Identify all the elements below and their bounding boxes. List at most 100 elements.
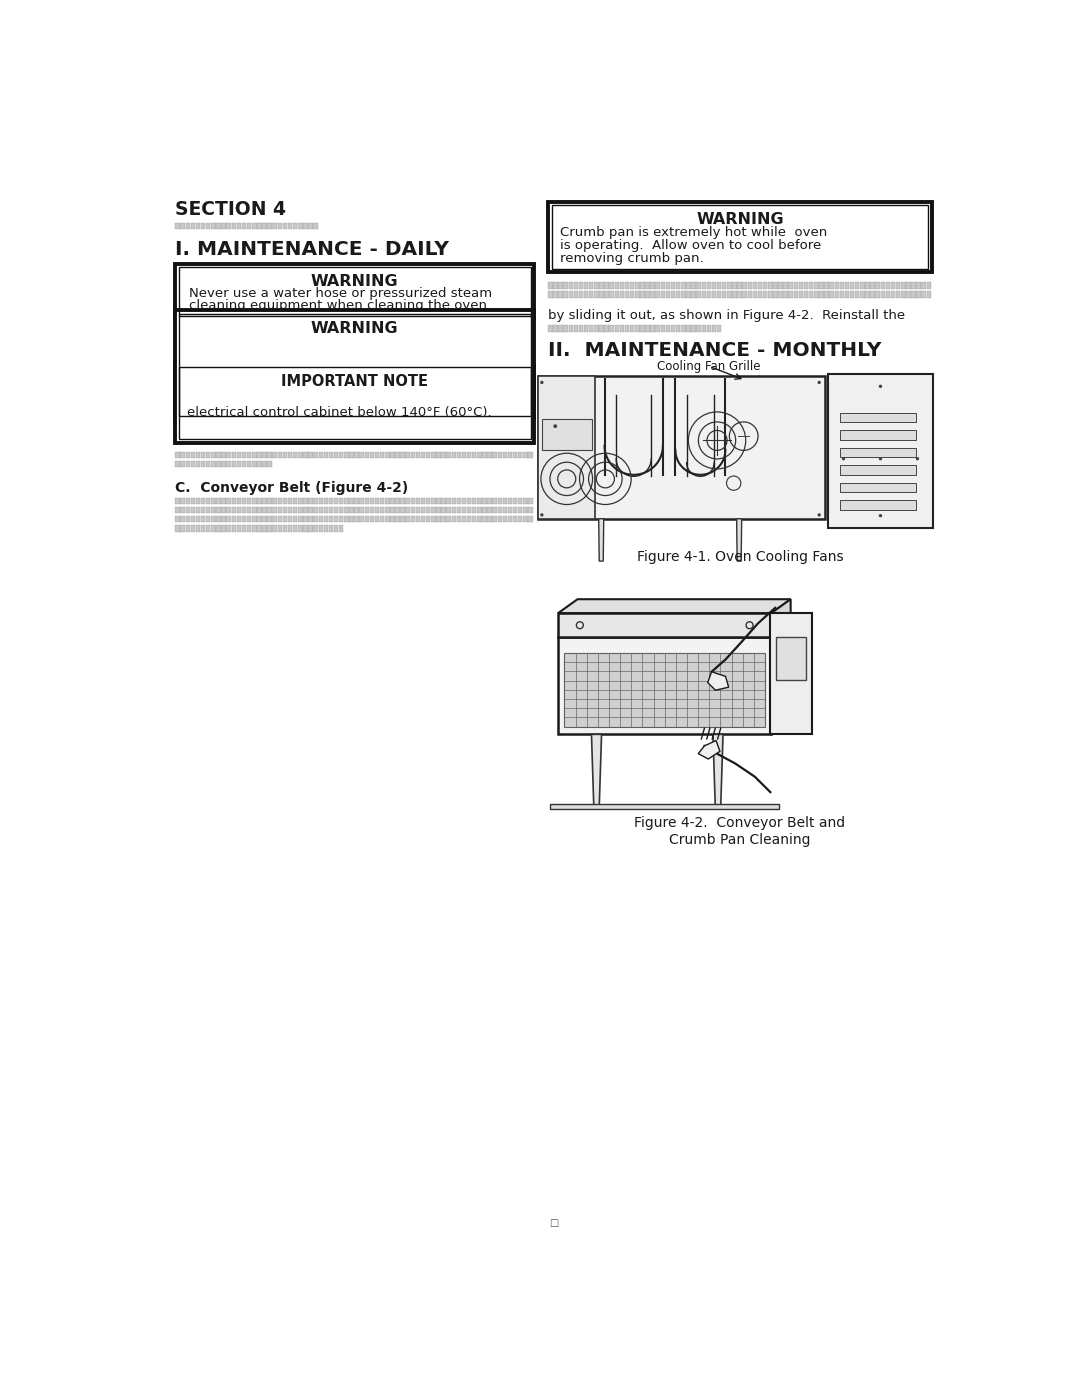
Bar bbox=[217, 345, 222, 352]
Bar bbox=[258, 397, 264, 402]
Bar bbox=[472, 497, 476, 504]
Bar bbox=[247, 497, 252, 504]
Bar bbox=[392, 418, 396, 425]
Bar bbox=[252, 525, 257, 531]
Bar bbox=[697, 292, 701, 298]
Bar bbox=[254, 418, 258, 425]
Bar bbox=[431, 507, 435, 513]
Bar bbox=[366, 387, 370, 394]
Bar bbox=[794, 292, 798, 298]
Bar bbox=[349, 497, 354, 504]
Bar bbox=[411, 334, 417, 339]
Bar bbox=[283, 224, 287, 229]
Bar bbox=[213, 370, 217, 376]
Bar bbox=[656, 292, 660, 298]
Bar bbox=[717, 282, 721, 289]
Bar bbox=[242, 352, 246, 358]
Bar bbox=[186, 394, 190, 400]
Bar bbox=[514, 397, 518, 402]
Bar bbox=[502, 451, 508, 458]
Bar bbox=[482, 497, 487, 504]
Bar bbox=[191, 224, 195, 229]
Bar bbox=[753, 282, 757, 289]
Bar bbox=[319, 394, 323, 400]
Bar bbox=[269, 407, 273, 412]
Bar bbox=[405, 515, 410, 522]
Bar bbox=[192, 397, 197, 402]
Bar bbox=[498, 451, 502, 458]
Bar bbox=[518, 352, 523, 358]
Bar bbox=[360, 451, 364, 458]
Bar bbox=[732, 282, 737, 289]
Bar bbox=[401, 515, 405, 522]
Bar bbox=[492, 394, 497, 400]
Bar bbox=[410, 507, 415, 513]
Bar bbox=[346, 407, 350, 412]
Bar bbox=[396, 345, 401, 352]
Bar bbox=[268, 515, 272, 522]
Bar bbox=[252, 370, 257, 376]
Bar bbox=[384, 507, 390, 513]
Bar bbox=[257, 384, 261, 391]
Bar bbox=[384, 360, 390, 367]
Bar bbox=[661, 292, 665, 298]
Bar bbox=[553, 292, 557, 298]
Bar bbox=[293, 370, 297, 376]
Bar bbox=[284, 381, 288, 388]
Bar bbox=[579, 292, 583, 298]
Bar bbox=[319, 384, 323, 391]
Bar bbox=[620, 326, 624, 332]
Bar bbox=[839, 292, 845, 298]
Bar bbox=[289, 345, 294, 352]
Bar bbox=[320, 358, 324, 363]
Bar bbox=[233, 397, 238, 402]
Bar bbox=[313, 497, 318, 504]
Bar bbox=[390, 360, 394, 367]
Bar bbox=[921, 282, 926, 289]
Bar bbox=[417, 334, 421, 339]
Bar bbox=[313, 507, 318, 513]
Text: I. MAINTENANCE - DAILY: I. MAINTENANCE - DAILY bbox=[175, 240, 449, 258]
Bar bbox=[186, 352, 190, 358]
Bar bbox=[615, 326, 619, 332]
Bar bbox=[198, 345, 202, 352]
Bar bbox=[640, 282, 645, 289]
Bar bbox=[264, 370, 268, 376]
Bar bbox=[339, 507, 343, 513]
Bar bbox=[325, 370, 329, 376]
Bar bbox=[508, 507, 512, 513]
Bar bbox=[192, 345, 197, 352]
Bar bbox=[324, 394, 328, 400]
Bar bbox=[375, 384, 379, 391]
Bar bbox=[279, 358, 283, 363]
Bar bbox=[339, 286, 343, 292]
Bar bbox=[462, 360, 467, 367]
Bar bbox=[467, 497, 471, 504]
Bar bbox=[870, 292, 875, 298]
Bar bbox=[283, 295, 287, 302]
Bar bbox=[211, 525, 216, 531]
Bar bbox=[207, 387, 212, 394]
Bar bbox=[247, 394, 252, 400]
Bar bbox=[361, 407, 365, 412]
Bar bbox=[528, 451, 532, 458]
Bar bbox=[206, 525, 211, 531]
Bar bbox=[401, 352, 405, 358]
Bar bbox=[335, 334, 340, 339]
Bar bbox=[319, 286, 323, 292]
Bar bbox=[268, 370, 272, 376]
Bar bbox=[345, 384, 349, 391]
Bar bbox=[548, 282, 553, 289]
Bar bbox=[325, 381, 329, 388]
Bar bbox=[187, 387, 191, 394]
Bar bbox=[676, 326, 680, 332]
Bar bbox=[381, 407, 386, 412]
Bar bbox=[369, 497, 374, 504]
Bar bbox=[305, 370, 309, 376]
Bar bbox=[298, 370, 302, 376]
Bar bbox=[186, 286, 190, 292]
Text: Figure 4-2.  Conveyor Belt and: Figure 4-2. Conveyor Belt and bbox=[634, 816, 846, 830]
Bar bbox=[207, 370, 212, 376]
Bar bbox=[335, 397, 340, 402]
Bar bbox=[498, 394, 502, 400]
